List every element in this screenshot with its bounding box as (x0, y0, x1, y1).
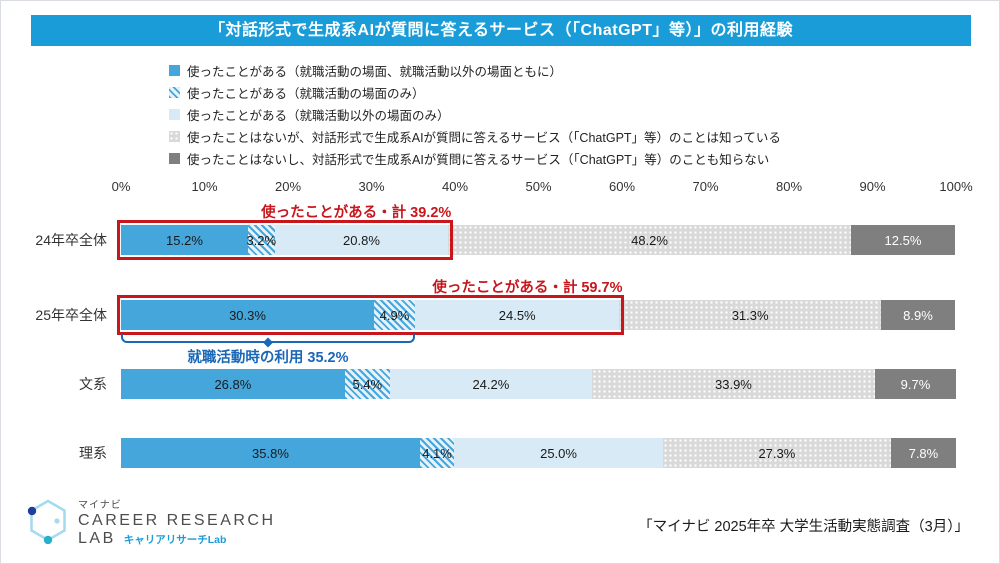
legend-item: 使ったことはないし、対話形式で生成系AIが質問に答えるサービス（「ChatGPT… (169, 147, 781, 169)
bar-segment: 9.7% (874, 369, 956, 399)
bar-segment: 4.1% (419, 438, 455, 468)
bar-segment: 24.5% (414, 300, 620, 330)
logo-bottom-row: LAB キャリアリサーチLab (78, 530, 276, 548)
bar-segment: 27.3% (662, 438, 891, 468)
job-hunting-usage-bracket (121, 334, 415, 348)
segment-value-label: 35.8% (252, 445, 289, 461)
total-highlight-box (117, 220, 454, 260)
bar-track: 30.3% 4.9% 24.5% 31.3% 8.9% (121, 300, 956, 330)
x-tick: 30% (358, 179, 385, 194)
segment-value-label: 24.2% (472, 376, 510, 392)
bar-segment: 3.2% (246, 225, 277, 255)
x-tick: 60% (608, 179, 636, 194)
legend-item: 使ったことがある（就職活動の場面のみ） (169, 81, 781, 103)
bar-row: 25年卒全体 30.3% 4.9% 24.5% 31.3% 8.9% 使ったことがある・計 … (1, 280, 999, 366)
legend-label: 使ったことがある（就職活動の場面のみ） (187, 86, 425, 101)
bar-segment: 30.3% (121, 300, 374, 330)
bar-segment: 15.2% (121, 225, 248, 255)
bar-segment: 20.8% (274, 225, 449, 255)
total-annotation-label: 使ったことがある・計 39.2% (261, 205, 452, 221)
bar-segment: 12.5% (850, 225, 956, 255)
bar-segment: 35.8% (121, 438, 420, 468)
bar-row: 文系 26.8% 5.4% 24.2% 33.9% 9.7% (1, 369, 999, 399)
x-tick: 80% (775, 179, 803, 194)
category-label: 25年卒全体 (35, 307, 107, 323)
bar-row: 理系 35.8% 4.1% 25.0% 27.3% 7.8% (1, 438, 999, 468)
bar-segment: 26.8% (121, 369, 345, 399)
bar-track: 26.8% 5.4% 24.2% 33.9% 9.7% (121, 369, 956, 399)
bar-segment: 25.0% (454, 438, 663, 468)
segment-value-label: 3.2% (246, 232, 277, 248)
x-tick: 20% (274, 179, 302, 194)
career-research-lab-logo: マイナビ CAREER RESEARCH LAB キャリアリサーチLab (27, 498, 276, 548)
bar-track: 35.8% 4.1% 25.0% 27.3% 7.8% (121, 438, 956, 468)
legend-swatch-hatch-blue (169, 86, 180, 98)
logo-career-research-label: CAREER RESEARCH (78, 511, 276, 529)
segment-value-label: 4.1% (422, 445, 452, 461)
bar-segment: 7.8% (890, 438, 956, 468)
logo-text: マイナビ CAREER RESEARCH LAB キャリアリサーチLab (78, 498, 276, 548)
legend: 使ったことがある（就職活動の場面、就職活動以外の場面ともに） 使ったことがある（就… (169, 59, 781, 169)
segment-value-label: 31.3% (731, 307, 769, 323)
bracket-annotation-label: 就職活動時の利用 35.2% (187, 350, 349, 366)
x-tick: 50% (525, 179, 552, 194)
page-title: 「対話形式で生成系AIが質問に答えるサービス（「ChatGPT」等）」の利用経験 (31, 15, 971, 46)
legend-label: 使ったことはないし、対話形式で生成系AIが質問に答えるサービス（「ChatGPT… (187, 152, 770, 167)
x-tick: 40% (441, 179, 469, 194)
segment-value-label: 26.8% (214, 376, 252, 392)
bar-row: 24年卒全体 15.2% 3.2% 20.8% 48.2% 12.5% 使ったことがある・計… (1, 205, 999, 260)
legend-label: 使ったことはないが、対話形式で生成系AIが質問に答えるサービス（「ChatGPT… (187, 130, 781, 145)
segment-value-label: 33.9% (715, 376, 752, 392)
segment-value-label: 4.9% (379, 307, 410, 323)
bar-segment: 4.9% (374, 300, 415, 330)
segment-value-label: 9.7% (900, 376, 931, 392)
segment-value-label: 8.9% (903, 307, 933, 323)
x-tick: 90% (859, 179, 886, 194)
segment-value-label: 7.8% (908, 445, 939, 461)
bar-segment: 24.2% (389, 369, 592, 399)
logo-tagline: キャリアリサーチLab (123, 533, 227, 546)
segment-value-label: 30.3% (229, 307, 266, 323)
bar-segment: 5.4% (344, 369, 390, 399)
hexagon-logo-icon (27, 499, 66, 544)
segment-value-label: 27.3% (758, 445, 796, 461)
legend-swatch-solid-blue (169, 64, 180, 76)
segment-value-label: 12.5% (884, 232, 922, 248)
category-label: 理系 (79, 445, 107, 461)
legend-label: 使ったことがある（就職活動以外の場面のみ） (187, 108, 450, 123)
x-tick: 70% (692, 179, 719, 194)
bar-segment: 33.9% (591, 369, 875, 399)
bar-segment: 31.3% (619, 300, 881, 330)
total-annotation-label: 使ったことがある・計 59.7% (432, 280, 623, 296)
x-tick: 0% (111, 179, 131, 194)
legend-item: 使ったことがある（就職活動以外の場面のみ） (169, 103, 781, 125)
bar-segment: 48.2% (448, 225, 851, 255)
source-citation: 「マイナビ 2025年卒 大学生活動実態調査（3月）」 (638, 519, 969, 535)
bar-track: 15.2% 3.2% 20.8% 48.2% 12.5% (121, 225, 956, 255)
legend-swatch-dark-gray (169, 152, 180, 164)
x-tick: 100% (939, 179, 973, 194)
segment-value-label: 5.4% (352, 376, 383, 392)
bar-segment: 8.9% (880, 300, 956, 330)
legend-label: 使ったことがある（就職活動の場面、就職活動以外の場面ともに） (187, 64, 563, 79)
segment-value-label: 15.2% (166, 232, 203, 248)
legend-swatch-light-blue (169, 108, 180, 120)
logo-lab-label: LAB (78, 529, 116, 547)
x-tick: 10% (191, 179, 218, 194)
x-axis-ticks: 0% 10% 20% 30% 40% 50% 60% 70% 80% 90% 100% (112, 179, 973, 195)
segment-value-label: 48.2% (631, 232, 668, 248)
segment-value-label: 20.8% (343, 232, 380, 248)
total-highlight-box (117, 295, 625, 335)
legend-item: 使ったことはないが、対話形式で生成系AIが質問に答えるサービス（「ChatGPT… (169, 125, 781, 147)
legend-item: 使ったことがある（就職活動の場面、就職活動以外の場面ともに） (169, 59, 781, 81)
category-label: 文系 (79, 376, 107, 392)
legend-swatch-dot-gray (169, 130, 180, 142)
segment-value-label: 25.0% (540, 445, 577, 461)
category-label: 24年卒全体 (35, 232, 107, 248)
segment-value-label: 24.5% (498, 307, 536, 323)
logo-mynavi-label: マイナビ (78, 500, 122, 511)
